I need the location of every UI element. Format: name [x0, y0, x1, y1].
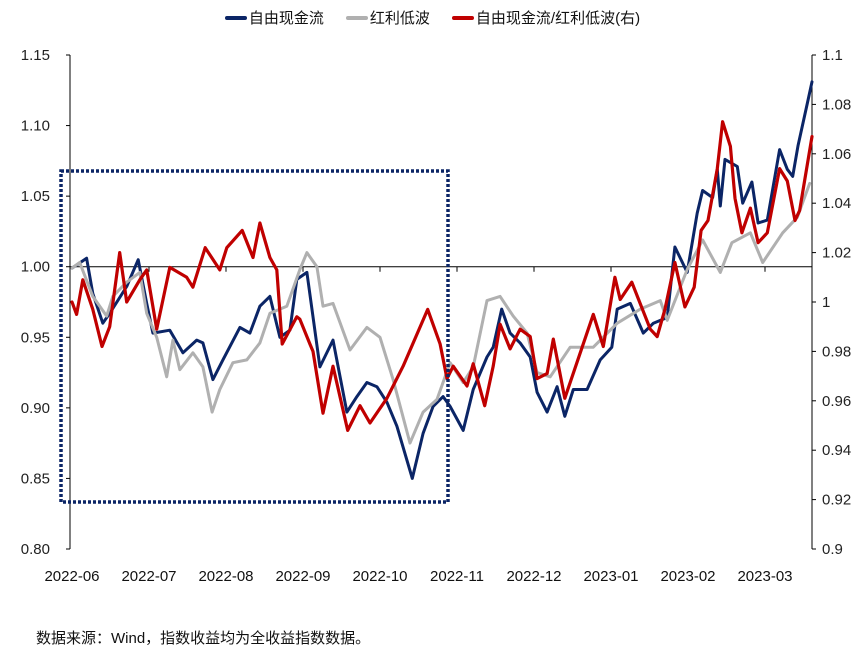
x-tick-label: 2022-08	[198, 568, 253, 585]
right-tick-label: 0.94	[822, 442, 851, 459]
right-tick-label: 1.08	[822, 96, 851, 113]
x-tick-label: 2022-11	[430, 568, 484, 585]
x-tick-label: 2023-02	[660, 568, 715, 585]
left-tick-label: 1.15	[21, 47, 50, 64]
series-line-1	[70, 80, 814, 480]
right-tick-label: 1.1	[822, 47, 843, 64]
x-tick-label: 2022-09	[275, 568, 330, 585]
x-tick-label: 2022-06	[44, 568, 99, 585]
series-line-3	[70, 120, 814, 432]
left-tick-label: 0.90	[21, 400, 50, 417]
right-tick-label: 1.06	[822, 146, 851, 163]
highlight-box	[59, 169, 450, 504]
left-tick-label: 1.05	[21, 188, 50, 205]
x-tick-label: 2022-12	[506, 568, 561, 585]
left-tick-label: 0.85	[21, 470, 50, 487]
right-tick-label: 0.9	[822, 541, 843, 558]
right-tick-label: 1.02	[822, 245, 851, 262]
legend-label: 红利低波	[369, 10, 430, 27]
legend-item: 红利低波	[345, 7, 430, 28]
left-tick-label: 1.10	[21, 118, 50, 135]
right-tick-label: 1	[822, 294, 830, 311]
x-tick-label: 2022-10	[352, 568, 407, 585]
legend-label: 自由现金流	[248, 10, 324, 27]
right-tick-label: 0.96	[822, 393, 851, 410]
legend-swatch	[451, 15, 474, 20]
left-tick-label: 0.80	[21, 541, 50, 558]
left-tick-label: 1.00	[21, 259, 50, 276]
legend-swatch	[345, 15, 368, 20]
source-note: 数据来源：Wind，指数收益均为全收益指数数据。	[36, 630, 371, 647]
series-line-2	[70, 181, 812, 445]
right-tick-label: 0.92	[822, 492, 851, 509]
x-tick-label: 2023-03	[737, 568, 792, 585]
right-tick-label: 1.04	[822, 195, 851, 212]
legend-swatch	[224, 15, 247, 20]
legend-item: 自由现金流	[224, 7, 324, 28]
x-tick-label: 2022-07	[121, 568, 176, 585]
legend-label: 自由现金流/红利低波(右)	[475, 10, 641, 27]
right-tick-label: 0.98	[822, 343, 851, 360]
left-tick-label: 0.95	[21, 329, 50, 346]
x-tick-label: 2023-01	[583, 568, 638, 585]
legend-item: 自由现金流/红利低波(右)	[451, 7, 641, 28]
legend: 自由现金流 红利低波 自由现金流/红利低波(右)	[0, 7, 865, 28]
